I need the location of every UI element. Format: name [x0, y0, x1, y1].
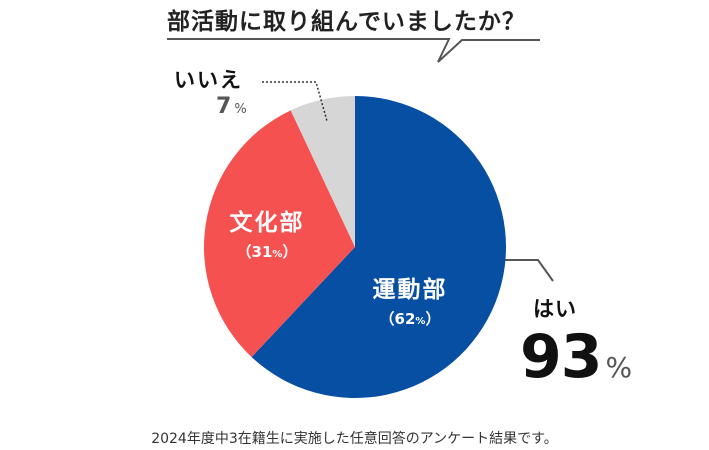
- sports-pct: （62%）: [379, 310, 441, 328]
- yes-percentage: 93%: [520, 322, 632, 392]
- speech-bubble-line: [167, 38, 540, 63]
- label-sports: 運動部 （62%）: [355, 270, 465, 329]
- no-leader-line: [262, 81, 328, 122]
- pie-slices: [204, 95, 507, 398]
- slice-no: [290, 96, 355, 247]
- chart-title: 部活動に取り組んでいましたか？: [167, 9, 526, 35]
- footnote: 2024年度中3在籍生に実施した任意回答のアンケート結果です。: [151, 431, 558, 447]
- slice-culture: [204, 110, 355, 358]
- yes-label: はい: [533, 297, 577, 321]
- label-culture: 文化部 （31%）: [212, 203, 322, 262]
- no-label: いいえ: [174, 68, 243, 92]
- yes-leader-line: [505, 259, 554, 282]
- slice-sports: [251, 95, 507, 398]
- culture-pct: （31%）: [236, 243, 298, 261]
- no-percentage: 7%: [216, 94, 247, 119]
- sports-name: 運動部: [372, 277, 448, 303]
- culture-name: 文化部: [229, 210, 305, 236]
